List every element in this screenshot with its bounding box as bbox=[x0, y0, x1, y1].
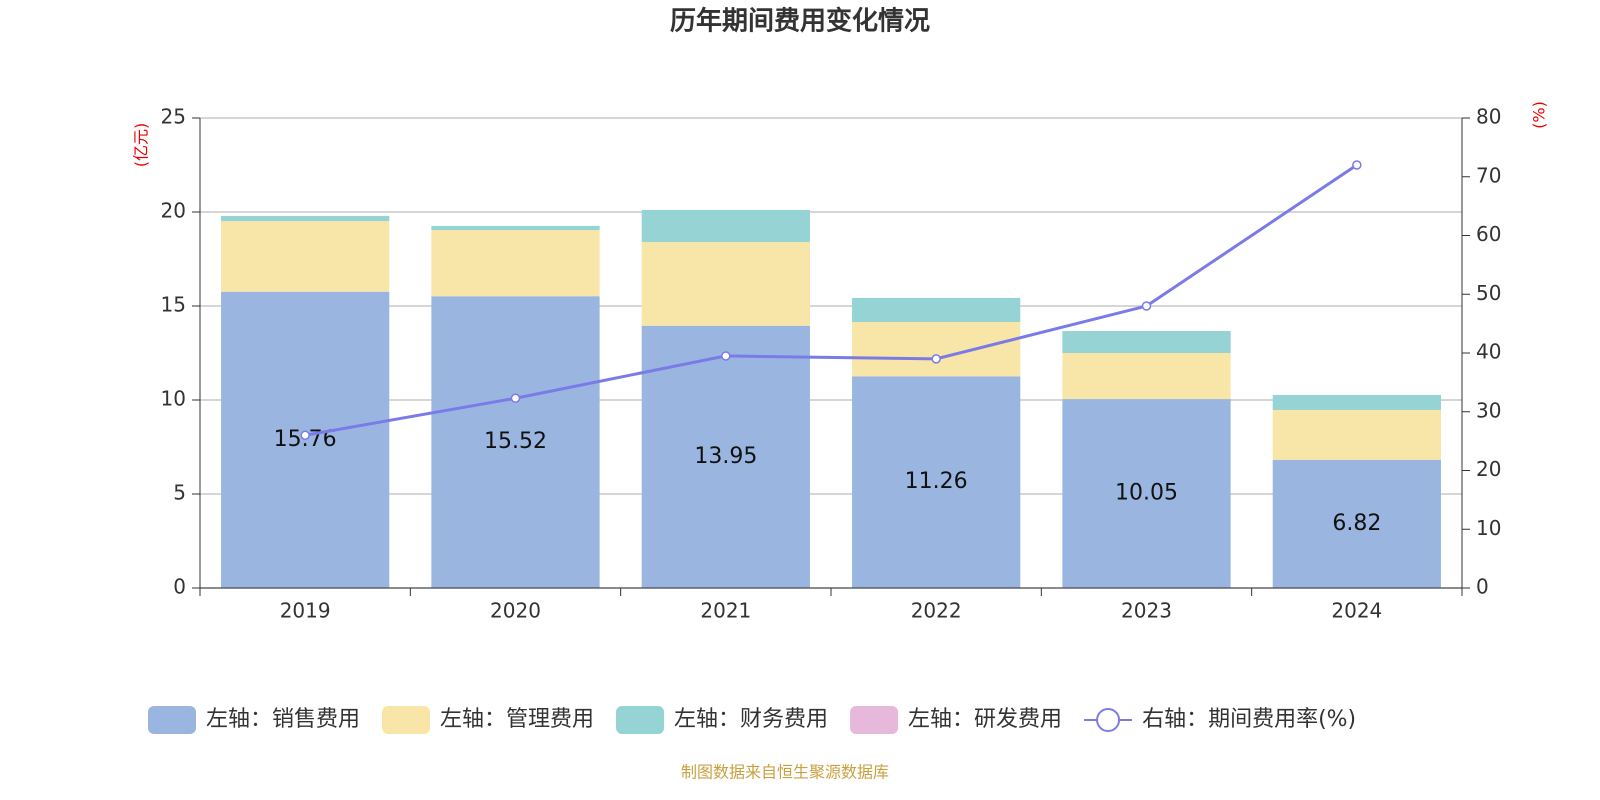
y2-tick-label: 70 bbox=[1476, 163, 1501, 187]
y-tick-label: 15 bbox=[161, 293, 186, 317]
bar-segment bbox=[641, 242, 810, 326]
chart-title: 历年期间费用变化情况 bbox=[670, 6, 930, 37]
source-note: 制图数据来自恒生聚源数据库 bbox=[681, 763, 889, 782]
bar-segment bbox=[1062, 353, 1231, 400]
line-point bbox=[1141, 301, 1152, 311]
bar-segment bbox=[221, 221, 390, 292]
bar-segment bbox=[431, 225, 600, 231]
x-tick-label: 2022 bbox=[911, 599, 962, 623]
y2-tick-label: 10 bbox=[1476, 516, 1501, 540]
data-label: 6.82 bbox=[1332, 511, 1381, 536]
bar-segment bbox=[221, 215, 390, 222]
y-tick-label: 0 bbox=[173, 575, 186, 599]
y-axis-label: (亿元) bbox=[132, 123, 151, 168]
data-label: 10.05 bbox=[1115, 481, 1178, 506]
y2-tick-label: 50 bbox=[1476, 281, 1501, 305]
bar-segment bbox=[431, 296, 600, 588]
line-series bbox=[304, 163, 1358, 437]
x-tick-label: 2023 bbox=[1121, 599, 1172, 623]
line-point bbox=[1352, 160, 1362, 170]
bar-segment bbox=[1062, 331, 1231, 353]
y2-axis-label: (%) bbox=[1530, 101, 1549, 129]
y2-tick-label: 20 bbox=[1476, 457, 1501, 481]
y2-tick-label: 0 bbox=[1476, 575, 1489, 599]
y2-tick-label: 30 bbox=[1476, 398, 1501, 422]
bar-segment bbox=[1272, 409, 1441, 460]
y-tick-label: 5 bbox=[173, 481, 186, 505]
legend-label[interactable]: 左轴：销售费用 bbox=[206, 707, 360, 732]
legend-label[interactable]: 左轴：财务费用 bbox=[674, 707, 828, 732]
x-tick-label: 2024 bbox=[1331, 599, 1382, 623]
bar-segment bbox=[852, 376, 1021, 588]
legend-label[interactable]: 右轴：期间费用率(%) bbox=[1142, 707, 1356, 732]
legend-swatch[interactable] bbox=[616, 706, 665, 734]
bar-segment bbox=[431, 230, 600, 297]
bar-segment bbox=[641, 209, 810, 243]
x-tick-label: 2019 bbox=[280, 599, 331, 623]
y-tick-label: 10 bbox=[161, 387, 186, 411]
line-point bbox=[510, 393, 521, 403]
y-tick-label: 25 bbox=[161, 105, 186, 129]
y2-tick-label: 60 bbox=[1476, 222, 1501, 246]
y-tick-label: 20 bbox=[161, 199, 186, 223]
data-label: 13.95 bbox=[694, 444, 757, 469]
y2-tick-label: 80 bbox=[1476, 105, 1501, 129]
legend-swatch[interactable] bbox=[850, 706, 899, 734]
legend-marker bbox=[1096, 708, 1121, 732]
data-label: 15.52 bbox=[484, 429, 547, 454]
bar-segment bbox=[1272, 394, 1441, 410]
bar-segment bbox=[641, 325, 810, 588]
legend-label[interactable]: 左轴：研发费用 bbox=[908, 707, 1062, 732]
data-label: 11.26 bbox=[905, 469, 968, 494]
bar-segment bbox=[1272, 459, 1441, 588]
x-tick-label: 2020 bbox=[490, 599, 541, 623]
line-point bbox=[931, 354, 941, 364]
x-tick-label: 2021 bbox=[700, 599, 751, 623]
line-point bbox=[721, 351, 731, 361]
legend-swatch[interactable] bbox=[148, 706, 196, 734]
legend-swatch[interactable] bbox=[382, 706, 431, 734]
bar-segment bbox=[852, 297, 1021, 322]
legend-label[interactable]: 左轴：管理费用 bbox=[440, 707, 594, 732]
bar-segment bbox=[852, 321, 1021, 377]
line-point bbox=[300, 430, 310, 440]
y2-tick-label: 40 bbox=[1476, 340, 1501, 364]
bar-segment bbox=[1062, 399, 1231, 588]
